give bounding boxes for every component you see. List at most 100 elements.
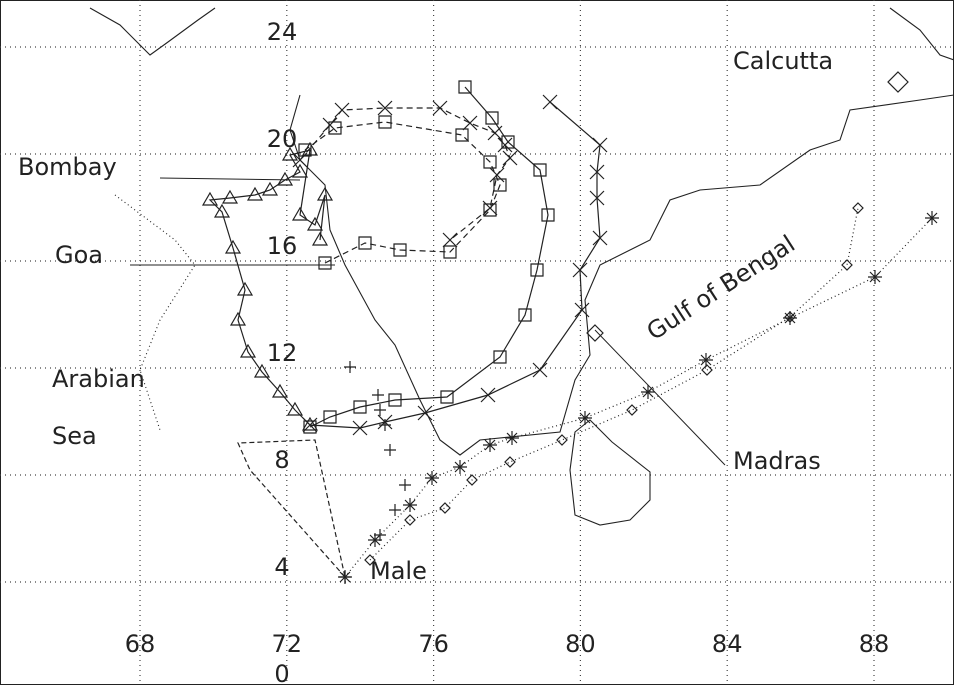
track-marker — [542, 94, 558, 110]
track-marker — [389, 504, 401, 516]
lat-label: 12 — [267, 339, 298, 367]
lat-label: 24 — [267, 18, 298, 46]
track-marker — [493, 178, 507, 192]
lat-label: 20 — [267, 125, 298, 153]
track-marker — [306, 216, 324, 231]
track-marker — [201, 191, 219, 206]
track-marker — [532, 362, 548, 378]
leader-lines — [130, 177, 726, 466]
lat-label: 16 — [267, 232, 298, 260]
track-marker — [592, 230, 608, 246]
track-marker — [403, 498, 417, 512]
track-marker — [533, 163, 547, 177]
place-label: Arabian — [52, 365, 145, 393]
track-marker — [425, 471, 439, 485]
track — [369, 207, 859, 561]
track-marker — [302, 417, 318, 433]
track-marker — [489, 167, 505, 183]
place-label: Goa — [55, 241, 103, 269]
track-marker — [589, 164, 605, 180]
track — [304, 121, 501, 264]
coastline — [89, 7, 954, 526]
track-marker — [316, 186, 334, 201]
track-marker — [388, 393, 402, 407]
track-marker — [541, 208, 555, 222]
city-marker — [586, 324, 604, 342]
track-marker — [318, 256, 332, 270]
track-marker — [358, 236, 372, 250]
track-marker — [328, 121, 342, 135]
track-marker — [701, 364, 713, 376]
trajectories — [201, 71, 939, 584]
track-marker — [483, 438, 497, 452]
track-marker — [368, 533, 382, 547]
track-marker — [466, 474, 478, 486]
track-marker — [482, 200, 498, 216]
track-marker — [291, 163, 309, 178]
track-marker — [784, 311, 796, 323]
track-marker — [253, 363, 271, 378]
track-marker — [453, 460, 467, 474]
track-marker — [443, 245, 457, 259]
track-marker — [239, 343, 257, 358]
track-marker — [487, 125, 503, 141]
track-marker — [374, 529, 386, 541]
track-marker — [699, 353, 713, 367]
track-marker — [286, 401, 304, 416]
city-marker — [887, 71, 909, 93]
track-marker — [925, 211, 939, 225]
place-label: Madras — [733, 447, 821, 475]
track-marker — [502, 150, 518, 166]
track-marker — [224, 239, 242, 254]
track-marker — [589, 190, 605, 206]
track-marker — [578, 411, 592, 425]
track-marker — [497, 137, 513, 153]
track-marker — [530, 263, 544, 277]
track-marker — [379, 419, 391, 431]
track-marker — [404, 514, 416, 526]
track-marker — [291, 206, 309, 221]
lat-label: 4 — [274, 553, 289, 581]
track-marker — [485, 111, 499, 125]
track-marker — [399, 479, 411, 491]
track-marker — [868, 270, 882, 284]
track-marker — [501, 135, 515, 149]
track-marker — [292, 152, 308, 168]
track-marker — [462, 115, 478, 131]
track-marker — [783, 311, 797, 325]
track-marker — [344, 361, 356, 373]
track-marker — [393, 243, 407, 257]
track-marker — [626, 404, 638, 416]
track-marker — [271, 383, 289, 398]
track-marker — [303, 420, 317, 434]
track-marker — [352, 420, 368, 436]
track-marker — [334, 102, 350, 118]
track-marker — [374, 404, 386, 416]
lon-label: 84 — [712, 630, 743, 658]
lon-label: 68 — [125, 630, 156, 658]
track-marker — [221, 189, 239, 204]
track-marker — [384, 444, 396, 456]
track-marker — [236, 281, 254, 296]
track-marker — [377, 100, 393, 116]
track-marker — [480, 387, 496, 403]
lon-label: 72 — [272, 630, 303, 658]
track — [237, 439, 346, 578]
track-marker — [378, 115, 392, 129]
track-marker — [518, 308, 532, 322]
track-marker — [311, 231, 329, 246]
track-marker — [301, 416, 319, 431]
track-marker — [504, 456, 516, 468]
track — [208, 149, 326, 426]
track-marker — [213, 203, 231, 218]
track-marker — [246, 186, 264, 201]
track-marker — [298, 143, 312, 157]
track-marker — [442, 232, 458, 248]
track-marker — [852, 202, 864, 214]
track-marker — [505, 431, 519, 445]
track-marker — [417, 405, 433, 421]
place-label: Sea — [52, 422, 97, 450]
track-marker — [556, 434, 568, 446]
